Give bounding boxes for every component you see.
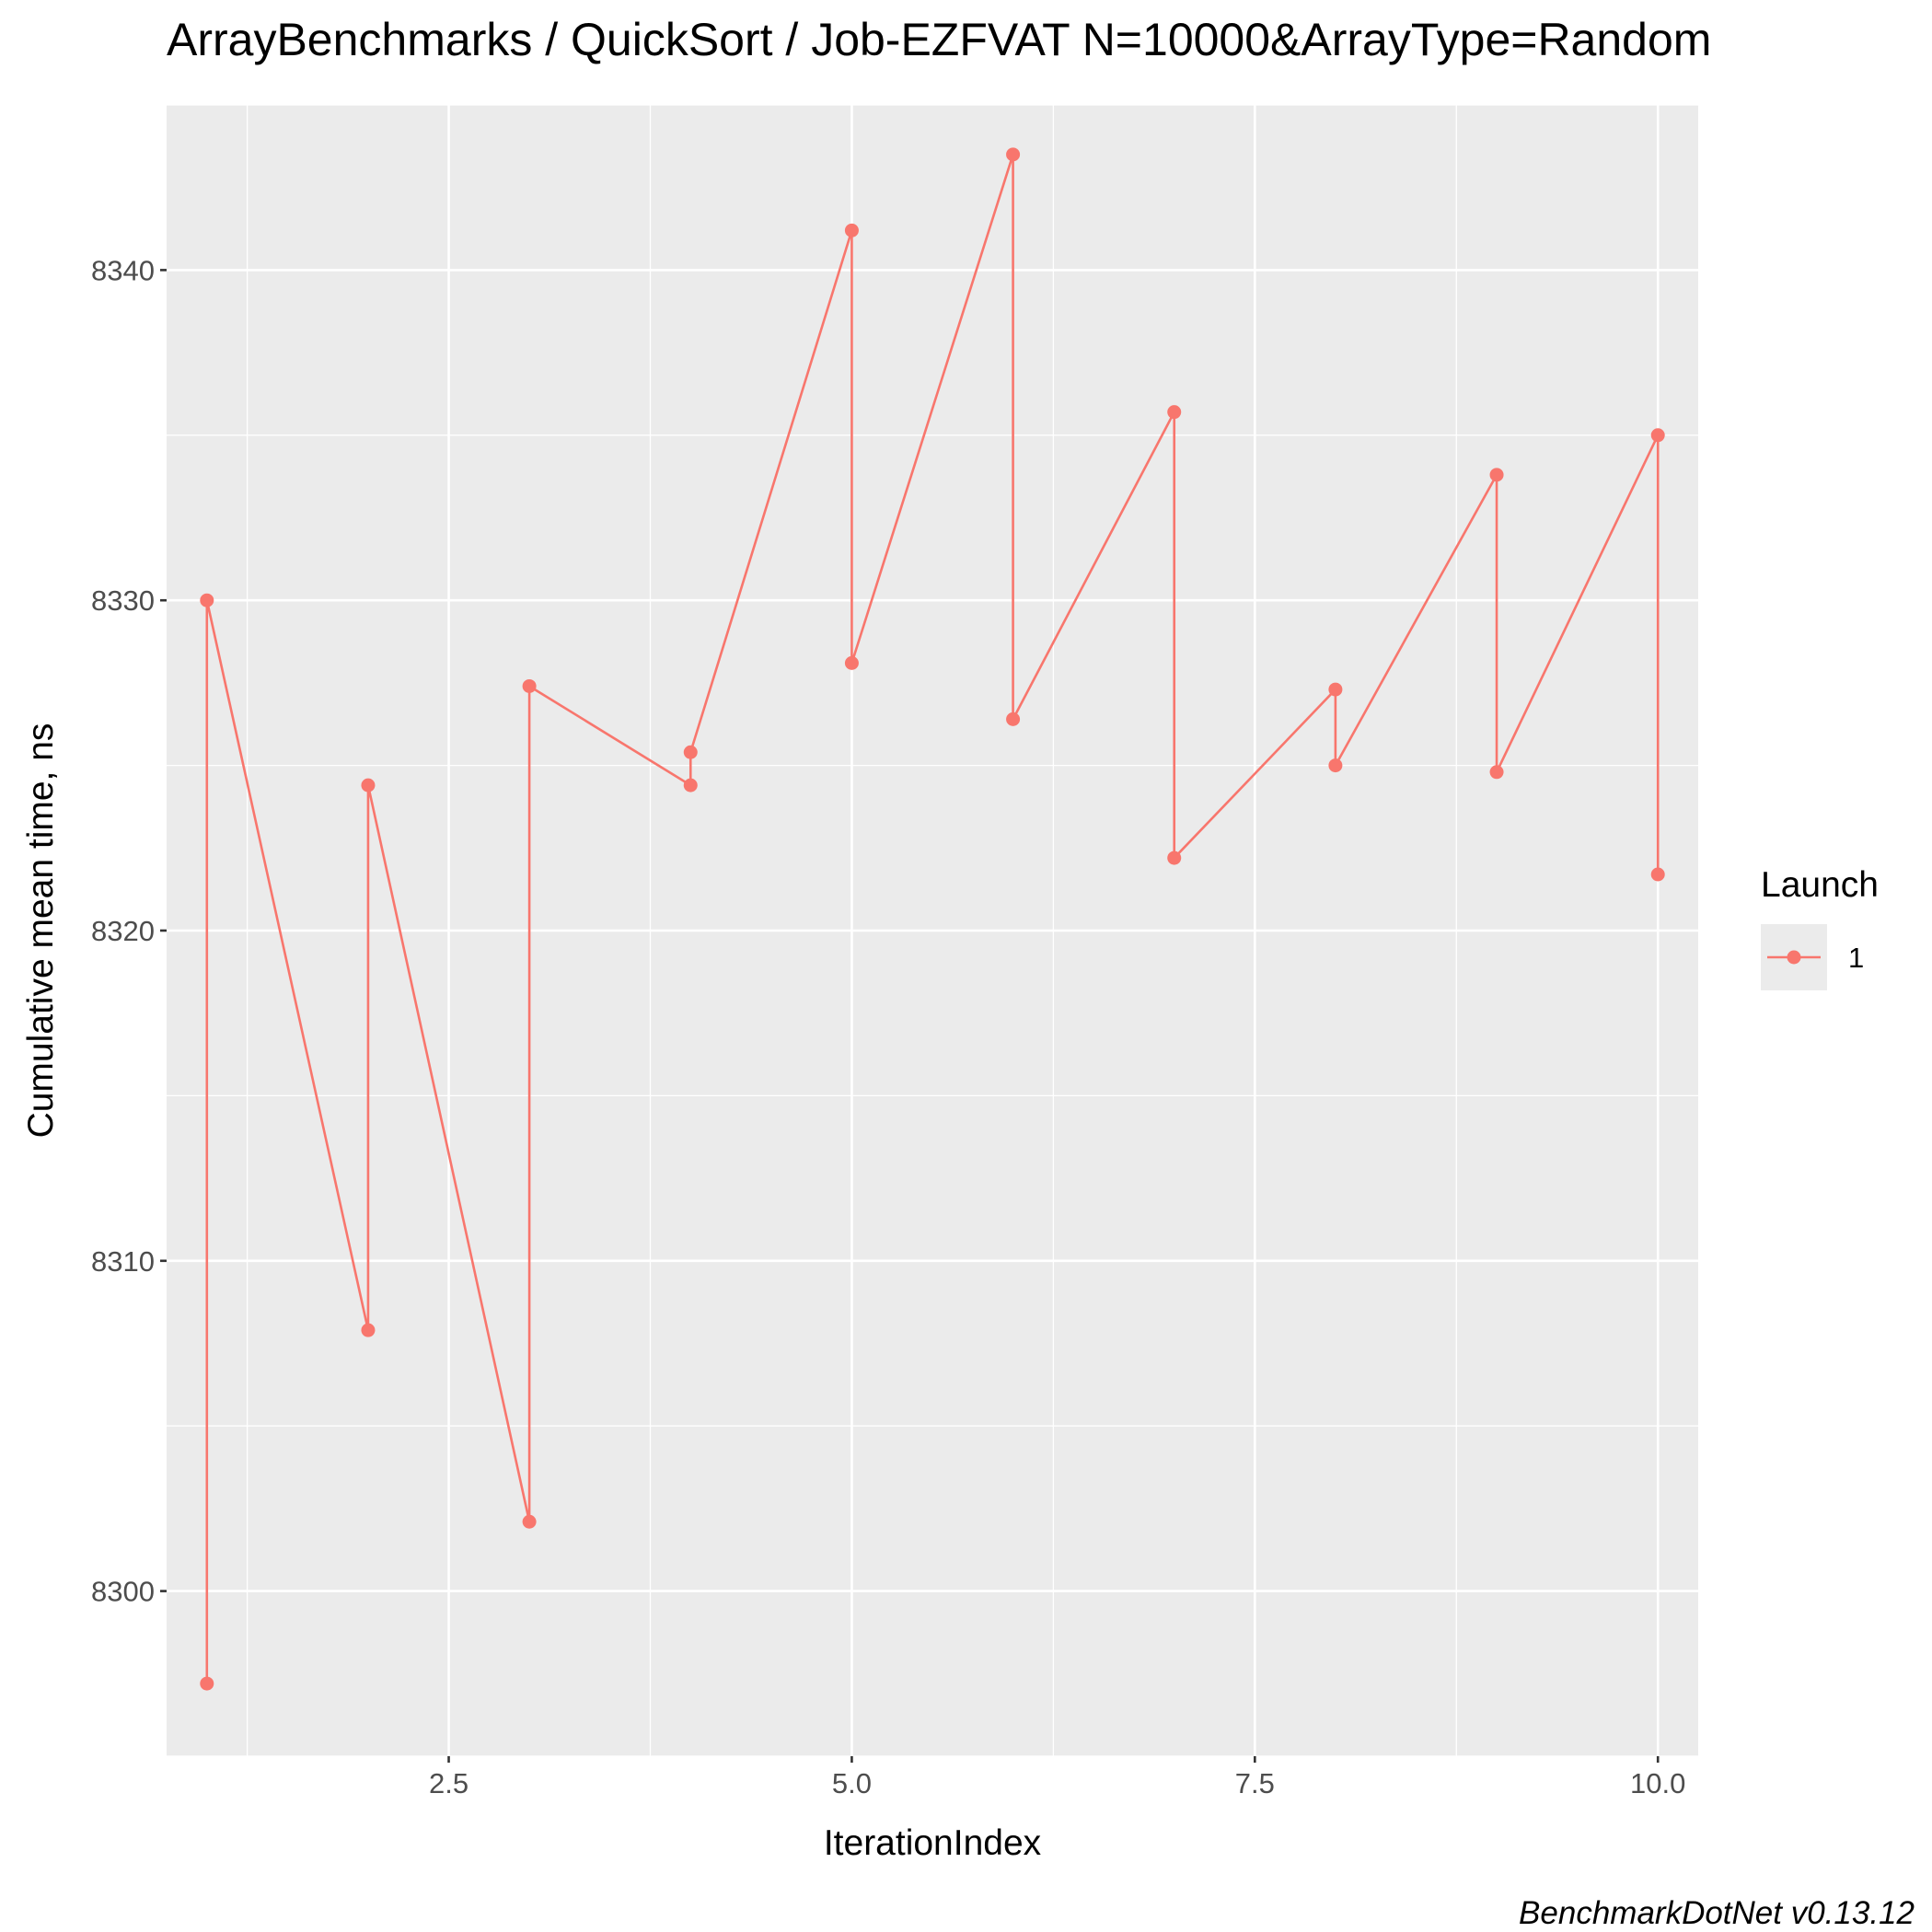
- data-point: [1006, 711, 1021, 726]
- data-point: [844, 655, 859, 670]
- x-tick-label: 2.5: [429, 1767, 469, 1799]
- data-point: [200, 593, 214, 607]
- data-point: [683, 745, 698, 759]
- legend: Launch 1: [1761, 865, 1879, 990]
- data-point: [200, 1676, 214, 1691]
- y-tick-label: 8330: [91, 584, 155, 617]
- data-point: [1650, 867, 1665, 882]
- y-tick-label: 8300: [91, 1576, 155, 1608]
- data-point: [683, 778, 698, 792]
- x-axis-title: IterationIndex: [824, 1823, 1042, 1863]
- legend-key-point: [1787, 950, 1801, 965]
- data-point: [1489, 765, 1504, 780]
- data-layer: [200, 147, 1665, 1691]
- caption: BenchmarkDotNet v0.13.12: [1519, 1895, 1915, 1931]
- x-tick-label: 10.0: [1630, 1767, 1685, 1799]
- legend-title: Launch: [1761, 865, 1879, 905]
- chart-title: ArrayBenchmarks / QuickSort / Job-EZFVAT…: [167, 14, 1711, 65]
- data-point: [361, 778, 376, 792]
- y-tick-label: 8310: [91, 1245, 155, 1278]
- data-point: [1650, 428, 1665, 443]
- data-point: [522, 678, 537, 693]
- series-line: [205, 153, 1660, 1684]
- data-point: [1328, 682, 1343, 697]
- legend-label: 1: [1848, 942, 1864, 974]
- y-tick-label: 8340: [91, 254, 155, 286]
- data-point: [361, 1323, 376, 1337]
- data-point: [1167, 405, 1182, 420]
- x-tick-label: 7.5: [1235, 1767, 1275, 1799]
- data-point: [1006, 147, 1021, 162]
- data-point: [1167, 850, 1182, 865]
- y-tick-label: 8320: [91, 915, 155, 947]
- major-gridlines: [167, 105, 1698, 1756]
- data-point: [844, 223, 859, 237]
- data-point: [1489, 468, 1504, 482]
- x-tick-label: 5.0: [832, 1767, 872, 1799]
- axes: 2.5 5.0 7.5 10.0 8300 8310 8320 8330 8340: [91, 254, 1685, 1799]
- y-axis-title: Cumulative mean time, ns: [21, 723, 61, 1139]
- data-point: [522, 1514, 537, 1529]
- data-point: [1328, 758, 1343, 773]
